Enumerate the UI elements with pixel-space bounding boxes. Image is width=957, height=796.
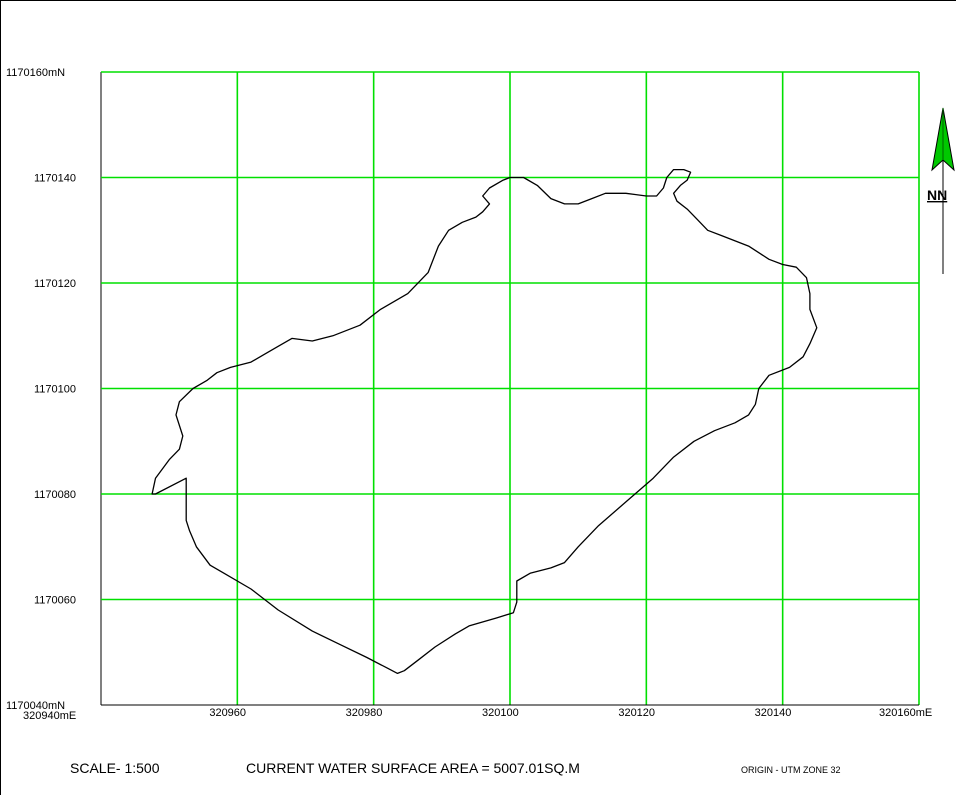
northing-tick-label: 1170080: [34, 489, 76, 501]
northing-tick-label: 1170100: [34, 384, 76, 396]
scale-label: SCALE- 1:500: [70, 760, 160, 776]
north-arrow-icon: NN: [927, 107, 955, 274]
easting-tick-label: 320120: [618, 707, 655, 719]
easting-tick-label: 320960: [209, 707, 246, 719]
origin-label: ORIGIN - UTM ZONE 32: [741, 765, 841, 775]
easting-tick-label: 320160mE: [879, 707, 932, 719]
northing-labels: 1170040mN 1170060 1170080 1170100 1170120 117…: [6, 67, 76, 712]
easting-labels: 320940mE 320960 320980 320100 320120 320140 32…: [23, 707, 932, 722]
coordinate-grid: [100, 71, 920, 706]
northing-tick-label: 1170120: [34, 278, 76, 290]
easting-tick-label: 320140: [755, 707, 792, 719]
water-surface-boundary: [151, 168, 818, 675]
northing-tick-label: 1170140: [34, 173, 76, 185]
northing-tick-label: 1170060: [34, 595, 76, 607]
easting-tick-label: 320940mE: [23, 710, 76, 722]
northing-tick-label: 1170160mN: [6, 67, 65, 79]
area-label: CURRENT WATER SURFACE AREA = 5007.01SQ.M: [246, 760, 580, 776]
northing-tick-label: 1170040mN: [6, 700, 65, 712]
easting-tick-label: 320980: [346, 707, 383, 719]
north-label: NN: [927, 187, 947, 203]
easting-tick-label: 320100: [482, 707, 519, 719]
